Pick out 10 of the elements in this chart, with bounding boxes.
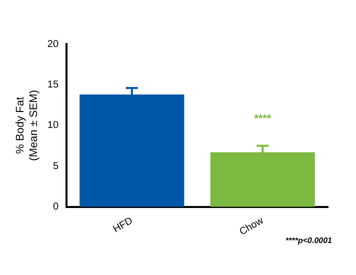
- x-tick-label: Chow: [238, 215, 266, 238]
- y-tick-label: 10: [47, 120, 59, 132]
- y-axis-title: % Body Fat (Mean ± SEM): [14, 90, 40, 161]
- text: ****p<0.0001: [286, 236, 333, 245]
- y-tick-label: 5: [52, 160, 59, 172]
- annotation: ****: [254, 112, 272, 125]
- x-tick-label: HFD: [111, 215, 135, 236]
- y-tick-label: 20: [47, 38, 59, 50]
- y-tick-label: 15: [47, 79, 59, 90]
- y-tick-label: 0: [52, 202, 59, 213]
